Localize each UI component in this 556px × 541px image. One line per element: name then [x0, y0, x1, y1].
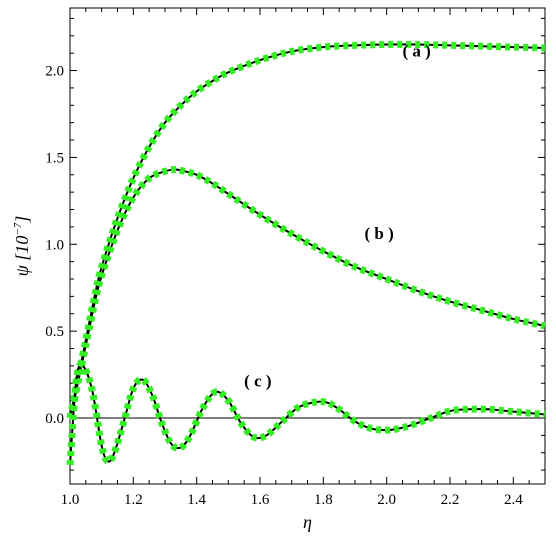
x-tick-label: 2.0 — [377, 492, 396, 508]
x-tick-label: 1.2 — [124, 492, 143, 508]
series-dotted-1 — [66, 166, 546, 419]
series-line-1 — [69, 168, 546, 419]
x-tick-label: 1.0 — [61, 492, 80, 508]
series-line-2 — [69, 364, 546, 465]
series-line-0 — [69, 43, 546, 419]
y-tick-label: 1.0 — [45, 237, 64, 253]
series-label-1: ( b ) — [365, 224, 394, 243]
x-tick-label: 1.6 — [251, 492, 270, 508]
y-tick-label: 2.0 — [45, 64, 64, 80]
x-tick-label: 1.8 — [314, 492, 333, 508]
series-dotted-0 — [66, 40, 546, 419]
series-label-0: ( a ) — [403, 42, 431, 61]
series-labels: ( a ) ( b ) ( c ) — [244, 42, 431, 391]
y-tick-label: 1.5 — [45, 150, 64, 166]
x-tick-label: 2.4 — [504, 492, 523, 508]
y-axis-label-exponent: −7 — [12, 222, 24, 235]
axis-ticks: 1.0 1.2 1.4 1.6 1.8 2.0 2.2 2.4 0.0 0.5 1.0 1.5 2.0 — [45, 8, 546, 508]
x-tick-label: 2.2 — [441, 492, 460, 508]
y-tick-label: 0.5 — [45, 324, 64, 340]
y-axis-label-close: ] — [12, 216, 32, 224]
series-label-2: ( c ) — [244, 372, 271, 391]
x-axis-label: η — [303, 512, 312, 532]
y-axis-label: ψ [10−7] — [12, 216, 32, 277]
x-tick-label: 1.4 — [187, 492, 206, 508]
y-tick-label: 0.0 — [45, 411, 64, 427]
series-curves — [66, 40, 546, 466]
y-axis-label-main: ψ [10 — [12, 236, 32, 277]
